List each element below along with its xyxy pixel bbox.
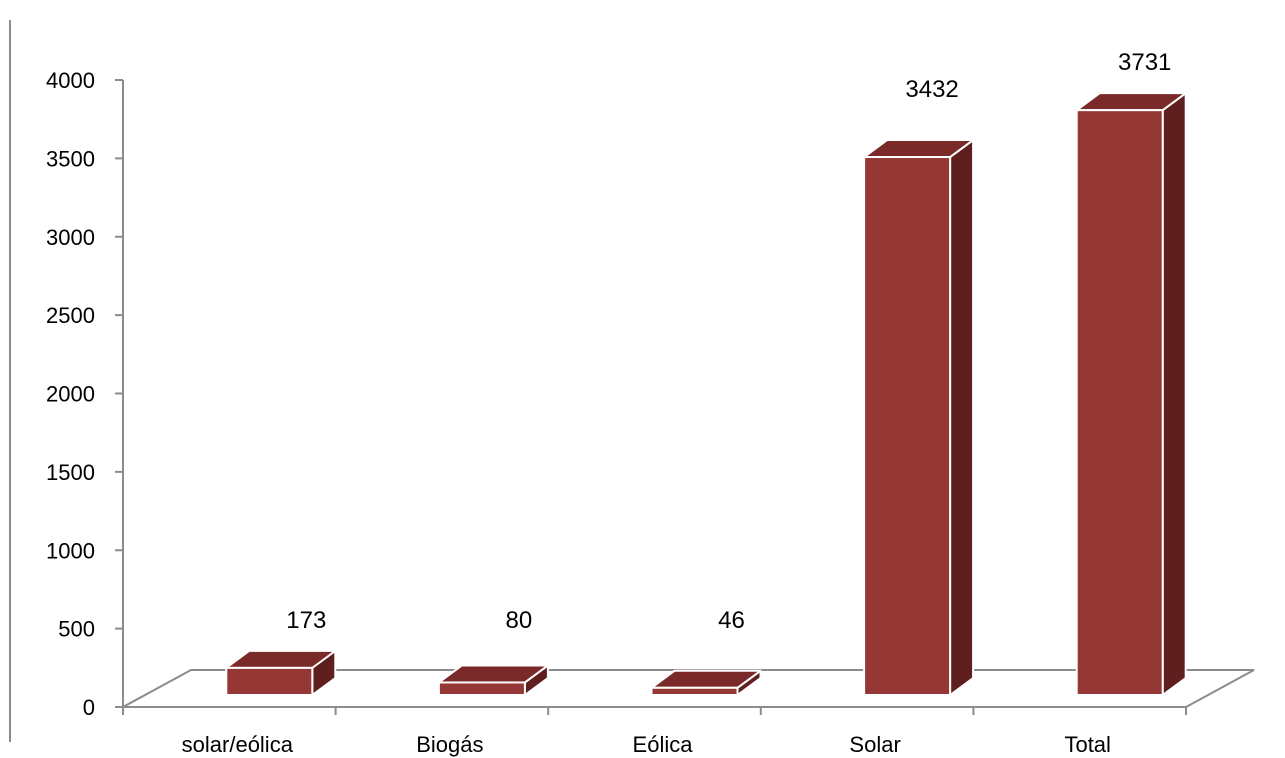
x-category-label: Eólica [633, 732, 694, 757]
y-tick-label: 2000 [46, 382, 95, 407]
bar-front-face [1075, 109, 1164, 696]
axes: 0 500 1000 1500 2000 2500 3000 3500 4000 [46, 68, 1187, 720]
bar-data-label: 3731 [1118, 49, 1171, 76]
y-tick-label: 3000 [46, 225, 95, 250]
bar-side-face [949, 139, 975, 696]
x-category-label: Total [1064, 732, 1110, 757]
bar-data-label: 173 [286, 607, 326, 634]
bar-data-label: 46 [718, 607, 745, 634]
bar [863, 139, 975, 696]
labels-group: 173 solar/eólica 80 Biogás 46 Eólica 3432 Solar… [182, 49, 1172, 757]
bar-data-label: 3432 [905, 76, 958, 103]
bar-data-label: 80 [506, 607, 533, 634]
y-tick-label: 1500 [46, 460, 95, 485]
y-tick-label: 500 [58, 617, 95, 642]
y-tick-label: 1000 [46, 538, 95, 563]
bar [650, 669, 762, 696]
bars-group [225, 92, 1187, 697]
bar [225, 649, 337, 697]
bar-side-face [1161, 92, 1187, 696]
chart-floor [122, 669, 1255, 708]
bar-front-face [225, 666, 314, 697]
x-category-label: Solar [849, 732, 900, 757]
bar [1075, 92, 1187, 696]
y-tick-label: 4000 [46, 68, 95, 93]
bar-front-face [650, 686, 739, 696]
bar-front-face [437, 681, 526, 697]
bar-front-face [863, 156, 952, 696]
y-tick-label: 3500 [46, 146, 95, 171]
floor-outline [122, 669, 1255, 708]
x-category-label: Biogás [416, 732, 483, 757]
y-tick-label: 2500 [46, 303, 95, 328]
y-tick-label: 0 [83, 695, 95, 720]
bar [437, 664, 549, 697]
x-category-label: solar/eólica [182, 732, 294, 757]
